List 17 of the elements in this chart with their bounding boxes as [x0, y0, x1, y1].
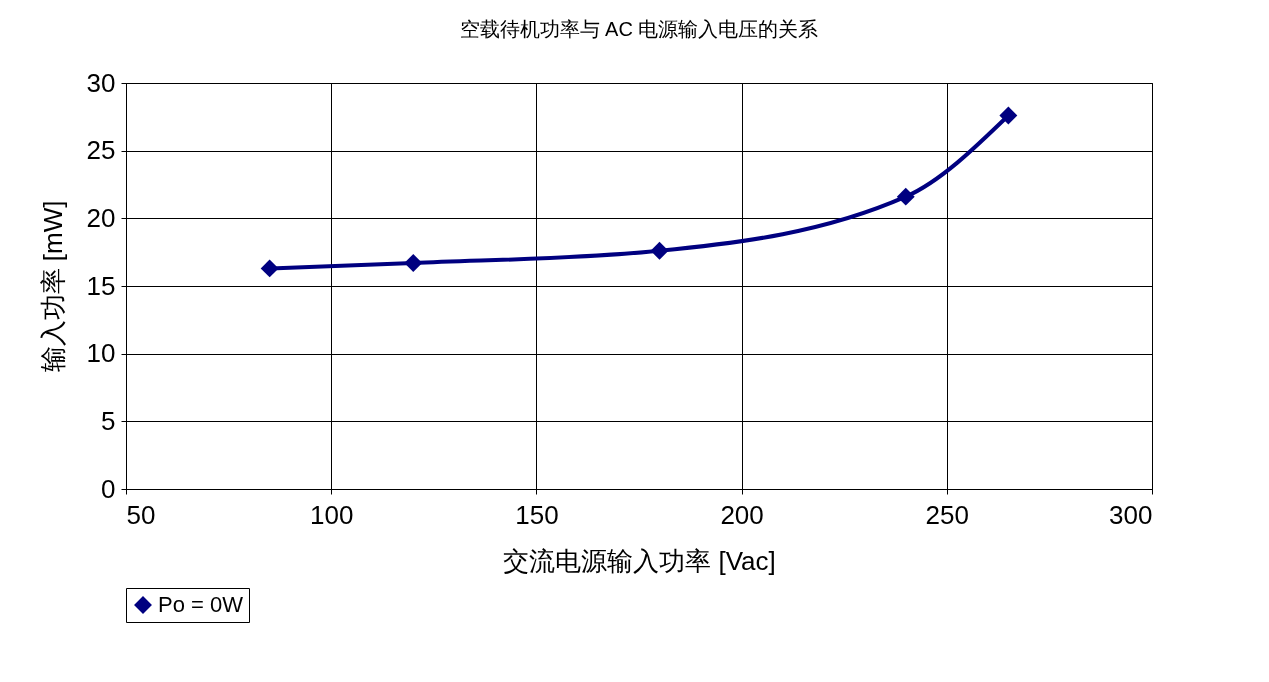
x-tick-label: 100	[310, 499, 354, 530]
x-tick-label: 300	[1109, 499, 1153, 530]
y-tick-label: 30	[86, 67, 116, 98]
y-tick-label: 20	[86, 202, 116, 233]
legend-label: Po = 0W	[158, 592, 244, 617]
x-tick-label: 200	[720, 499, 764, 530]
y-tick-label: 0	[101, 473, 116, 504]
y-tick-label: 5	[101, 405, 116, 436]
x-tick-label: 150	[515, 499, 559, 530]
chart-title: 空载待机功率与 AC 电源输入电压的关系	[459, 18, 819, 40]
y-tick-label: 25	[86, 135, 116, 166]
x-tick-label: 250	[925, 499, 969, 530]
y-tick-label: 10	[86, 338, 116, 369]
x-tick-label: 50	[126, 499, 156, 530]
y-tick-label: 15	[86, 270, 116, 301]
y-axis-title: 输入功率 [mW]	[37, 200, 68, 373]
x-axis-title: 交流电源输入功率 [Vac]	[503, 545, 776, 576]
